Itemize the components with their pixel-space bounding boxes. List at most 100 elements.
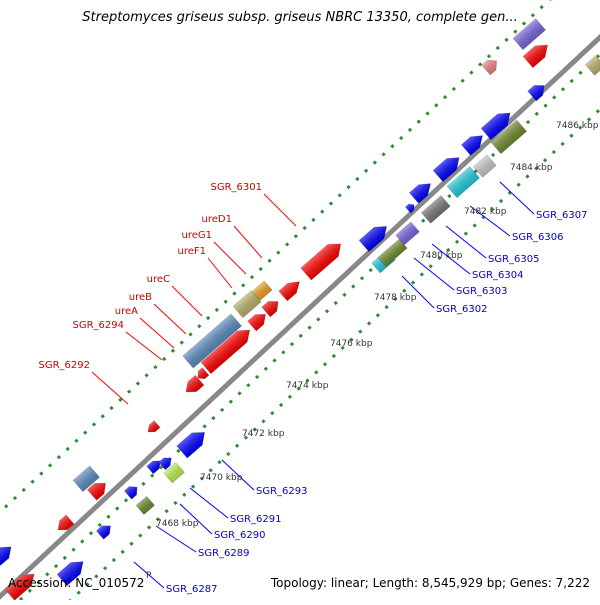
gene-blue-top-shade (527, 85, 545, 101)
gene-label-red: ureG1 (182, 230, 213, 241)
accession-text: Accession: NC_010572 (8, 576, 145, 590)
gene-olive-left-shade (136, 496, 155, 515)
leader-line-blue (431, 243, 471, 275)
gene-red-edge-shade (5, 574, 35, 601)
gene-blue-small[interactable] (146, 457, 164, 475)
gene-blue-top[interactable] (527, 81, 549, 102)
gene-features[interactable] (0, 18, 600, 601)
gene-ureA[interactable] (182, 313, 242, 369)
gene-ureD1[interactable] (278, 277, 304, 302)
gene-labels: 7468 kbp 7470 kbp 7472 kbp 7474 kbp 7476 kbp… (39, 121, 599, 595)
gene-label-blue: SGR_6303 (456, 286, 508, 297)
gene-label-red: SGR_6294 (73, 320, 125, 331)
gene-olive-left[interactable] (135, 495, 155, 515)
gene-red-small-1[interactable] (182, 374, 205, 397)
gene-red-left-1[interactable] (86, 478, 110, 501)
gene-blue-6304[interactable] (408, 178, 435, 204)
gene-SGR_6302[interactable] (358, 221, 391, 253)
gene-blue-6293[interactable] (176, 426, 210, 459)
gene-blue-6306[interactable] (460, 130, 487, 156)
gene-SGR_6301-shade (300, 243, 341, 281)
gene-label-blue: SGR_6305 (488, 254, 540, 265)
gene-blue-6305[interactable] (432, 152, 464, 183)
gene-SGR_6303-olive[interactable] (377, 238, 408, 267)
leader-line-blue (401, 275, 435, 309)
leader-line-blue (469, 205, 511, 237)
gene-label-red: SGR_6301 (211, 182, 263, 193)
gene-SGR_6291[interactable] (123, 483, 140, 500)
gene-cyan-shade (447, 166, 480, 198)
gene-red-top-shade (523, 44, 548, 68)
gene-label-red: ureD1 (202, 214, 232, 225)
gene-SGR_6290[interactable] (163, 462, 185, 484)
kbp-tick-label: 7484 kbp (510, 163, 553, 173)
gene-ureB-khaki-shade (233, 290, 262, 318)
gene-cyan[interactable] (446, 166, 480, 199)
leader-line-red (207, 257, 233, 289)
gene-SGR_6303-olive-shade (378, 239, 408, 267)
gene-label-red: ureB (129, 292, 152, 303)
kbp-tick-label: 7468 kbp (156, 519, 199, 529)
gene-purple-mid[interactable] (395, 221, 420, 246)
leader-line-red (153, 303, 187, 335)
gene-khaki-edge[interactable] (584, 55, 600, 76)
gene-blue-small-2[interactable] (158, 454, 175, 471)
gene-blue-small-shade (146, 460, 161, 474)
leader-line-red (233, 225, 263, 259)
gene-SGR_6301[interactable] (300, 238, 346, 281)
gene-purple-top-shade (513, 18, 546, 50)
leader-line-blue (221, 459, 255, 491)
gene-grey[interactable] (420, 195, 451, 224)
gene-label-blue: SGR_6306 (512, 232, 564, 243)
gene-SGR_6302-shade (359, 226, 387, 252)
gene-pink[interactable] (481, 56, 501, 76)
gene-purple-top[interactable] (512, 18, 546, 51)
gene-ureB-khaki[interactable] (232, 290, 262, 319)
gene-label-blue: SGR_6304 (472, 270, 524, 281)
gene-blue-6305-shade (433, 157, 460, 182)
track-dots-outer-upper (0, 0, 552, 515)
gene-blue-6306-shade (461, 135, 483, 156)
gene-ureF1[interactable] (247, 309, 270, 332)
gene-blue-6307[interactable] (480, 107, 515, 141)
gene-purple-mid-shade (395, 221, 420, 245)
gene-red-small-2[interactable] (195, 367, 210, 382)
gene-SGR_6292[interactable] (145, 420, 161, 436)
gene-ureC-shade (201, 329, 250, 374)
genome-title: Streptomyces griseus subsp. griseus NBRC… (82, 10, 518, 25)
gene-SGR_6287[interactable] (56, 556, 88, 587)
gene-blue-6304-shade (409, 183, 431, 204)
gene-ureG1-shade (261, 301, 279, 317)
leader-line-red (263, 193, 297, 227)
gene-ureC[interactable] (200, 324, 255, 375)
gene-SGR_6291-shade (124, 486, 138, 500)
gene-khaki-edge-shade (585, 55, 600, 76)
gene-grey-shade (421, 195, 451, 224)
leader-line-red (171, 285, 203, 317)
gene-blue-tiny[interactable] (404, 202, 416, 214)
gene-ureB-orange[interactable] (251, 280, 273, 301)
gene-ureG1[interactable] (261, 297, 283, 318)
gene-ureA-shade (182, 313, 242, 369)
gene-blue-edge[interactable] (0, 542, 16, 566)
gene-red-edge[interactable] (4, 569, 38, 601)
gene-blue-edge-shade (0, 546, 12, 566)
track-dots-outer-lower (63, 107, 600, 605)
gene-olive-right-shade (491, 120, 527, 154)
gene-steelblue-left[interactable] (72, 465, 100, 493)
kbp-tick-label: 7476 kbp (330, 339, 373, 349)
leader-line-red (213, 241, 247, 275)
gene-silver[interactable] (472, 154, 497, 178)
gene-olive-right[interactable] (490, 119, 528, 155)
gene-SGR_6289[interactable] (95, 522, 114, 540)
leader-line-red (139, 317, 175, 349)
leader-line-red (125, 331, 163, 361)
gene-label-blue: SGR_6293 (256, 486, 308, 497)
gene-red-left-2[interactable] (54, 514, 75, 535)
gene-red-top[interactable] (522, 39, 552, 69)
gene-ureF1-shade (247, 314, 266, 331)
label-leader-lines (91, 181, 535, 589)
